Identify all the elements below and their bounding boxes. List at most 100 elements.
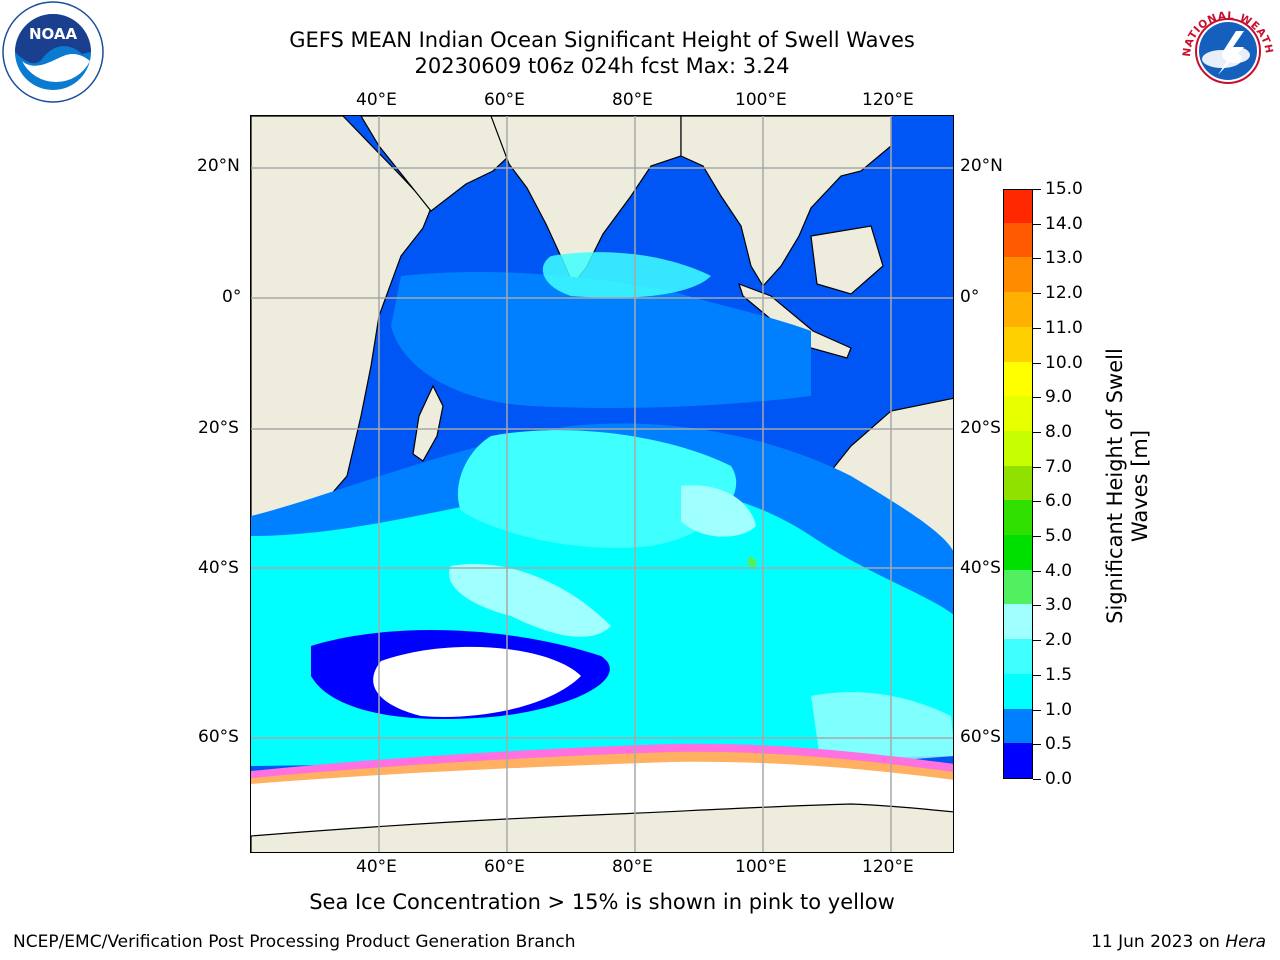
map-subtitle: 20230609 t06z 024h fcst Max: 3.24 bbox=[414, 54, 790, 78]
colorbar-segment bbox=[1004, 430, 1032, 466]
lat-label-left: 20°N bbox=[197, 156, 240, 176]
swell-region-2.0-3.0 bbox=[681, 485, 756, 537]
colorbar-tick bbox=[1033, 709, 1041, 711]
map-panel bbox=[250, 115, 954, 853]
map-title: GEFS MEAN Indian Ocean Significant Heigh… bbox=[289, 28, 915, 52]
colorbar-tick bbox=[1033, 779, 1041, 780]
lat-label-left: 40°S bbox=[198, 558, 239, 578]
colorbar-segment bbox=[1004, 256, 1032, 293]
colorbar-segment bbox=[1004, 534, 1032, 570]
colorbar-tick-label: 1.0 bbox=[1045, 699, 1073, 720]
colorbar-tick bbox=[1033, 431, 1041, 433]
colorbar bbox=[1003, 189, 1033, 779]
colorbar-tick bbox=[1033, 605, 1041, 607]
lat-label-left: 60°S bbox=[198, 727, 239, 747]
colorbar-tick bbox=[1033, 640, 1041, 642]
lon-label-top: 100°E bbox=[735, 90, 787, 110]
colorbar-tick-label: 6.0 bbox=[1045, 491, 1073, 512]
swell-region-1.5-2.0 bbox=[542, 252, 711, 298]
swell-height-map bbox=[251, 116, 953, 852]
colorbar-segment bbox=[1004, 708, 1032, 744]
colorbar-segment bbox=[1004, 673, 1032, 709]
lat-label-right: 20°S bbox=[960, 418, 1001, 438]
colorbar-title: Significant Height of Swell Waves [m] bbox=[1103, 348, 1152, 624]
colorbar-tick-label: 2.0 bbox=[1045, 630, 1073, 651]
sea-ice-free-white bbox=[373, 646, 581, 717]
lat-label-left: 20°S bbox=[198, 418, 239, 438]
antarctica-landmass bbox=[251, 803, 953, 852]
footer-credit: NCEP/EMC/Verification Post Processing Pr… bbox=[13, 932, 576, 952]
lat-label-right: 0° bbox=[960, 287, 980, 307]
graticule bbox=[251, 116, 953, 852]
lon-label-top: 80°E bbox=[612, 90, 653, 110]
colorbar-tick-label: 12.0 bbox=[1045, 283, 1083, 304]
colorbar-tick bbox=[1033, 397, 1041, 399]
colorbar-segment bbox=[1004, 291, 1032, 327]
colorbar-tick bbox=[1033, 744, 1041, 746]
swell-max-spot bbox=[747, 556, 757, 568]
lon-label-bottom: 120°E bbox=[862, 857, 914, 877]
colorbar-tick-label: 13.0 bbox=[1045, 248, 1083, 269]
colorbar-segment bbox=[1004, 569, 1032, 605]
colorbar-tick-label: 8.0 bbox=[1045, 421, 1073, 442]
lon-label-top: 60°E bbox=[484, 90, 525, 110]
colorbar-tick bbox=[1033, 466, 1041, 468]
lat-label-right: 60°S bbox=[960, 727, 1001, 747]
borneo-landmass bbox=[810, 225, 884, 295]
colorbar-tick-label: 15.0 bbox=[1045, 179, 1083, 199]
madagascar-landmass bbox=[412, 384, 444, 462]
lat-label-right: 20°N bbox=[960, 156, 1003, 176]
colorbar-tick-label: 9.0 bbox=[1045, 387, 1073, 408]
colorbar-tick bbox=[1033, 223, 1041, 225]
lon-label-bottom: 60°E bbox=[484, 857, 525, 877]
sumatra-java-landmass bbox=[738, 282, 852, 359]
colorbar-tick-label: 1.5 bbox=[1045, 664, 1073, 685]
colorbar-tick bbox=[1033, 293, 1041, 295]
colorbar-tick bbox=[1033, 189, 1041, 190]
colorbar-segment bbox=[1004, 395, 1032, 431]
colorbar-segment bbox=[1004, 361, 1032, 397]
colorbar-tick bbox=[1033, 258, 1041, 260]
colorbar-tick-label: 3.0 bbox=[1045, 595, 1073, 616]
colorbar-tick bbox=[1033, 501, 1041, 503]
colorbar-segment bbox=[1004, 222, 1032, 258]
colorbar-segment bbox=[1004, 499, 1032, 536]
swell-region-1.5-2.0 bbox=[457, 430, 737, 548]
colorbar-tick-label: 10.0 bbox=[1045, 352, 1083, 373]
noaa-logo: NOAA bbox=[2, 1, 104, 103]
lon-label-bottom: 100°E bbox=[735, 857, 787, 877]
colorbar-segment bbox=[1004, 190, 1032, 223]
swell-region-2.0-3.0 bbox=[449, 564, 611, 637]
colorbar-tick-label: 4.0 bbox=[1045, 560, 1073, 581]
colorbar-tick-label: 5.0 bbox=[1045, 526, 1073, 547]
colorbar-tick bbox=[1033, 327, 1041, 329]
lon-label-top: 120°E bbox=[862, 90, 914, 110]
lon-label-bottom: 80°E bbox=[612, 857, 653, 877]
footer-host: Hera bbox=[1225, 932, 1266, 952]
colorbar-tick bbox=[1033, 674, 1041, 676]
colorbar-segment bbox=[1004, 603, 1032, 640]
colorbar-tick bbox=[1033, 536, 1041, 538]
colorbar-tick-label: 0.5 bbox=[1045, 734, 1073, 755]
footer-date: 11 Jun 2023 on Hera bbox=[1091, 932, 1266, 952]
lon-label-top: 40°E bbox=[356, 90, 397, 110]
svg-text:NOAA: NOAA bbox=[29, 25, 78, 43]
colorbar-tick-label: 11.0 bbox=[1045, 317, 1083, 338]
colorbar-segment bbox=[1004, 742, 1032, 778]
colorbar-tick-label: 14.0 bbox=[1045, 213, 1083, 234]
lon-label-bottom: 40°E bbox=[356, 857, 397, 877]
colorbar-segment bbox=[1004, 465, 1032, 501]
lat-label-right: 40°S bbox=[960, 558, 1001, 578]
colorbar-segment bbox=[1004, 638, 1032, 674]
swell-region-0.5-1.0 bbox=[391, 271, 811, 408]
colorbar-tick bbox=[1033, 570, 1041, 572]
colorbar-tick-label: 0.0 bbox=[1045, 769, 1073, 789]
lat-label-left: 0° bbox=[222, 287, 242, 307]
swell-region-2.0-3.0 bbox=[811, 692, 953, 766]
sea-ice-note: Sea Ice Concentration > 15% is shown in … bbox=[309, 890, 895, 914]
colorbar-tick-label: 7.0 bbox=[1045, 456, 1073, 477]
colorbar-tick bbox=[1033, 362, 1041, 364]
southeast-asia-landmass bbox=[680, 116, 892, 288]
nws-logo: NATIONAL WEATHER SERVICE bbox=[1174, 0, 1278, 101]
colorbar-segment bbox=[1004, 326, 1032, 362]
